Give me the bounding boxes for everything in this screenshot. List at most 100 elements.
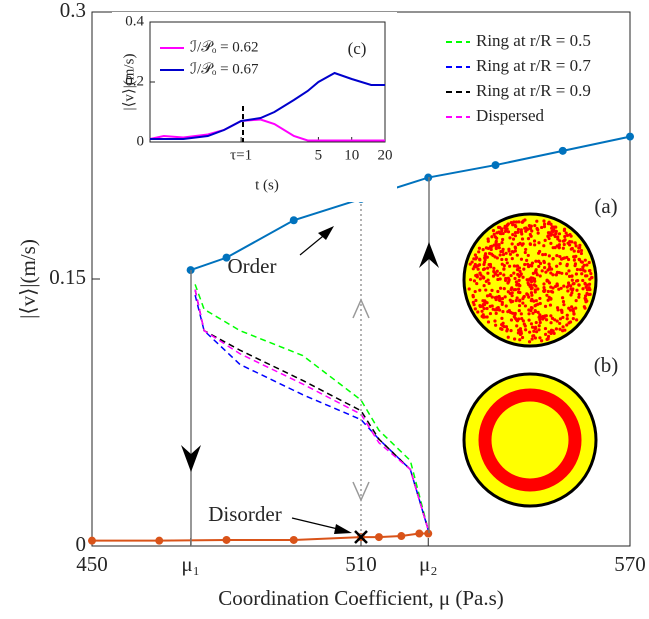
particle — [574, 298, 578, 303]
particle — [494, 246, 498, 251]
particle — [573, 241, 577, 245]
arrow-head — [334, 524, 352, 534]
particle — [533, 243, 537, 247]
particle — [544, 318, 549, 322]
particle — [572, 312, 576, 316]
particle — [552, 233, 556, 237]
particle — [572, 249, 576, 253]
particle — [468, 262, 472, 266]
particle — [546, 289, 550, 294]
particle — [501, 309, 505, 314]
x-tick-label: 570 — [614, 552, 646, 576]
particle — [468, 278, 473, 282]
series-line — [149, 118, 385, 142]
particle — [526, 264, 531, 269]
particle — [503, 278, 508, 282]
particle — [483, 260, 487, 264]
particle — [490, 295, 494, 299]
x-axis-label: Coordination Coefficient, μ (Pa.s) — [218, 586, 504, 610]
particle — [584, 300, 588, 304]
particle — [519, 329, 523, 334]
annotation: Disorder — [208, 502, 281, 526]
particle — [500, 302, 504, 306]
particle — [533, 309, 537, 313]
particle — [473, 289, 477, 294]
particle — [510, 257, 514, 261]
particle — [499, 326, 503, 331]
point — [289, 216, 298, 225]
particle — [536, 231, 540, 235]
disorder-arrow — [291, 517, 343, 531]
particle — [587, 292, 591, 297]
particle — [491, 229, 496, 233]
particle — [530, 337, 534, 341]
particle — [546, 221, 550, 226]
particle — [501, 237, 505, 242]
particle — [520, 237, 525, 241]
particle — [518, 269, 522, 273]
particle — [529, 291, 534, 295]
particle — [478, 277, 482, 281]
particle — [521, 319, 525, 323]
particle — [561, 300, 566, 304]
particle — [503, 295, 507, 299]
series-line — [194, 284, 429, 531]
particle — [560, 271, 564, 275]
particle — [558, 321, 562, 326]
particle — [510, 249, 515, 254]
particle — [488, 304, 492, 308]
particle — [532, 329, 536, 333]
particle — [538, 274, 542, 278]
particle — [523, 304, 528, 308]
particle — [502, 267, 506, 271]
legend-label: ℐ/𝒫ₒ = 0.62 — [190, 39, 259, 55]
particle — [568, 320, 573, 324]
particle — [482, 284, 486, 288]
particle — [560, 310, 564, 314]
particle — [515, 324, 519, 328]
particle — [513, 230, 518, 235]
particle — [523, 262, 527, 267]
annotation: (a) — [594, 194, 617, 218]
particle — [541, 317, 545, 321]
particle — [496, 289, 500, 294]
particle — [545, 279, 549, 283]
particle — [498, 277, 502, 281]
particle — [566, 281, 571, 285]
inset-plot: τ=1 5 10 20 0 0.2 0.4 t (s) |⟨v⟩|(m/s) ℐ/𝒫ₒ = 0.6… — [121, 13, 392, 193]
point — [626, 132, 634, 141]
particle — [526, 236, 531, 241]
particle — [548, 265, 552, 269]
particle — [491, 274, 496, 278]
particle — [536, 302, 540, 306]
particle — [515, 253, 519, 257]
particle — [540, 269, 544, 273]
particle — [519, 230, 523, 234]
particle — [579, 251, 584, 256]
particle — [505, 261, 509, 265]
particle — [542, 266, 547, 270]
particle — [567, 269, 571, 273]
particle — [494, 272, 498, 276]
particle — [543, 304, 548, 309]
particle — [588, 277, 592, 281]
particle — [530, 286, 534, 290]
particle — [528, 227, 533, 231]
particle — [526, 281, 530, 285]
particle — [512, 288, 516, 292]
particle — [556, 237, 560, 241]
particle — [510, 299, 515, 304]
particle — [525, 227, 530, 231]
particle — [561, 246, 565, 250]
particle — [541, 253, 545, 257]
particle — [529, 305, 533, 310]
particle — [478, 288, 482, 292]
particle — [574, 244, 578, 248]
particle — [558, 317, 563, 321]
particle — [543, 326, 548, 331]
particle — [549, 241, 553, 245]
x-tick-label: μ₂ — [419, 552, 438, 576]
particle — [520, 317, 524, 321]
particle — [565, 285, 569, 289]
particle — [473, 253, 477, 257]
